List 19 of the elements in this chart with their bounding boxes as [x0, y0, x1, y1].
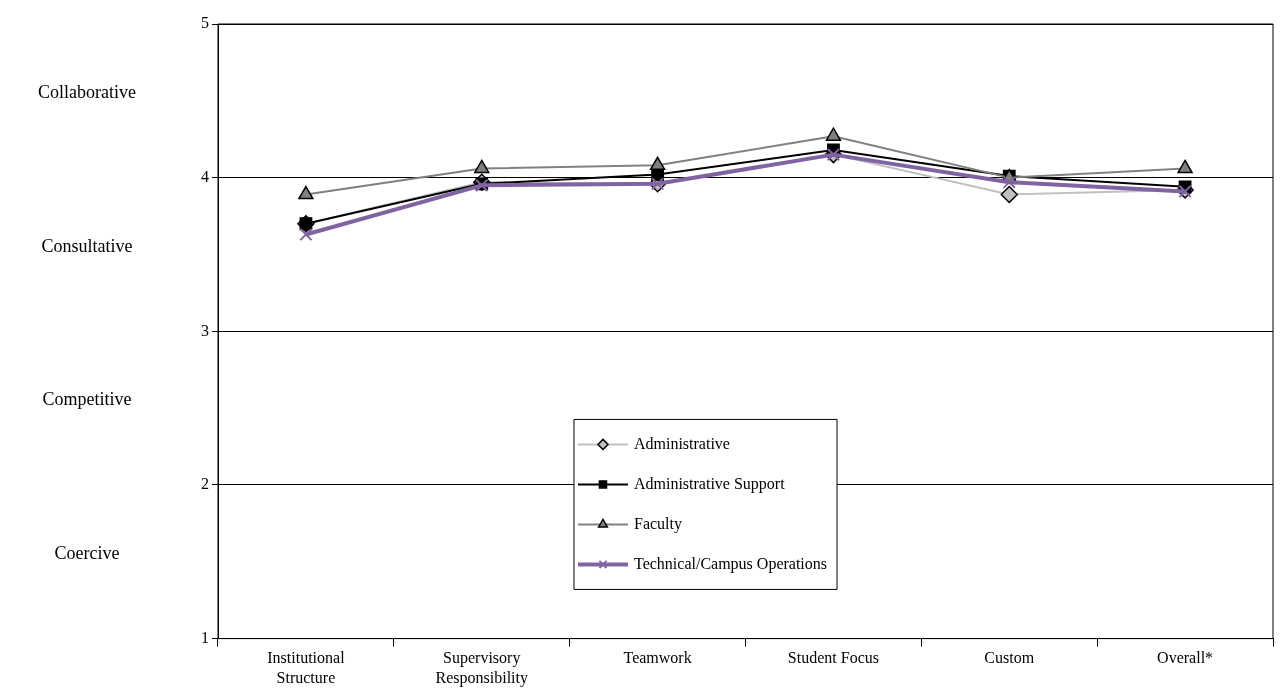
y-tick-label: 5	[201, 14, 209, 32]
x-tick-label: Student Focus	[787, 649, 879, 667]
text: Coercive	[54, 542, 120, 563]
x-tick-label: Institutional Structure	[267, 649, 346, 686]
text: Competitive	[42, 389, 132, 410]
y-tick-label: 3	[201, 321, 209, 339]
legend-label: Faculty	[633, 514, 682, 533]
x-tick-label: Supervisory Responsibility	[435, 649, 528, 687]
x-tick-label: Overall*	[1157, 649, 1214, 667]
x-tick-label: Custom	[984, 649, 1035, 667]
legend-label: Administrative	[633, 434, 730, 452]
text: Collaborative	[38, 81, 136, 102]
legend-label: Technical/Campus Operations	[633, 554, 828, 573]
x-tick-label: Teamwork	[623, 649, 692, 667]
y-tick-label: 2	[201, 475, 209, 493]
text: Consultative	[41, 235, 133, 256]
y-tick-label: 1	[201, 628, 209, 646]
y-tick-label: 4	[201, 167, 209, 185]
legend-label: Administrative Support	[633, 474, 786, 493]
